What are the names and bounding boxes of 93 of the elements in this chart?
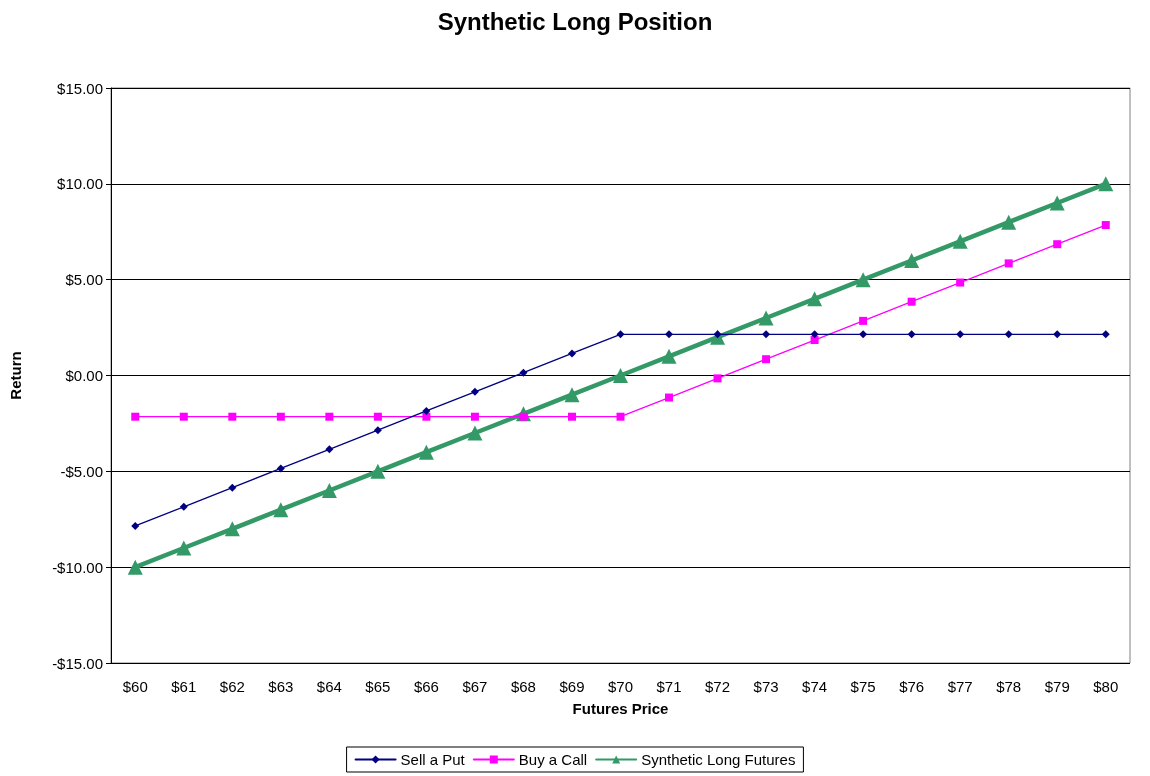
point [855,272,871,288]
x-tick-label: $73 [753,678,779,695]
y-tick-label: $15.00 [57,79,103,97]
x-tick-label: $78 [996,678,1022,695]
point [1049,195,1065,211]
point [422,412,431,421]
point [470,387,479,396]
legend-label: Buy a Call [518,751,588,768]
point [616,330,625,339]
point [325,412,334,421]
point [467,425,483,441]
x-tick-label: $61 [171,678,197,695]
chart-title: Synthetic Long Position [437,7,713,35]
y-tick-label: -$15.00 [52,654,103,672]
point [762,355,771,364]
point [321,483,337,498]
point [373,426,382,435]
point [519,368,528,377]
point [758,310,774,326]
x-tick-label: $77 [947,678,973,695]
point [713,374,722,383]
point [373,412,382,421]
point [228,483,237,492]
point [422,406,431,415]
point [810,336,819,345]
point [1101,221,1110,230]
x-tick-label: $71 [656,678,682,695]
point [564,387,580,403]
y-axis-title: Return [7,351,24,400]
point [1004,259,1013,268]
point [1098,176,1114,192]
point [325,445,334,454]
point [661,348,677,364]
point [131,521,140,530]
point [179,502,188,511]
point [1053,240,1062,249]
y-tick-label: -$5.00 [60,462,103,480]
x-tick-label: $65 [365,678,391,695]
point [276,464,285,473]
point [567,349,576,358]
y-tick-label: $0.00 [65,367,103,384]
point [370,463,386,479]
point [1053,330,1062,339]
point [567,412,576,421]
x-tick-label: $75 [850,678,876,695]
x-tick-label: $60 [122,678,148,695]
x-tick-label: $80 [1093,678,1119,695]
x-tick-label: $66 [413,678,439,695]
point [810,330,819,339]
y-tick-label: -$10.00 [52,558,103,576]
point [904,253,920,268]
point [470,412,479,421]
point [179,412,188,421]
point [276,412,285,421]
point [127,559,143,575]
point [228,412,237,421]
point [859,330,868,339]
x-tick-label: $79 [1044,678,1070,695]
x-tick-label: $69 [559,678,585,695]
x-axis-title: Futures Price [572,700,669,717]
point [1001,214,1017,230]
x-tick-label: $72 [705,678,731,695]
point [956,278,965,287]
point [1004,330,1013,339]
x-tick-label: $67 [462,678,488,695]
point [273,502,289,518]
point [176,540,192,556]
point [665,330,674,339]
point [956,330,965,339]
x-tick-label: $76 [899,678,925,695]
x-tick-label: $74 [802,678,828,695]
legend-label: Sell a Put [400,751,466,768]
point [807,291,823,307]
point [131,412,140,421]
point [418,444,434,460]
x-tick-label: $70 [607,678,634,695]
y-tick-label: $10.00 [57,175,103,193]
x-tick-label: $68 [510,678,536,695]
point [859,316,868,325]
point [762,330,771,339]
point [907,297,916,306]
point [613,368,628,383]
point [616,412,625,421]
point [952,233,968,249]
point [907,330,916,339]
point [1101,330,1110,339]
x-tick-label: $63 [268,678,294,695]
point [224,521,240,537]
legend-label: Synthetic Long Futures [641,751,796,768]
x-tick-label: $62 [219,678,245,695]
y-tick-label: $5.00 [65,271,103,289]
x-tick-label: $64 [316,678,342,695]
point [665,393,674,402]
